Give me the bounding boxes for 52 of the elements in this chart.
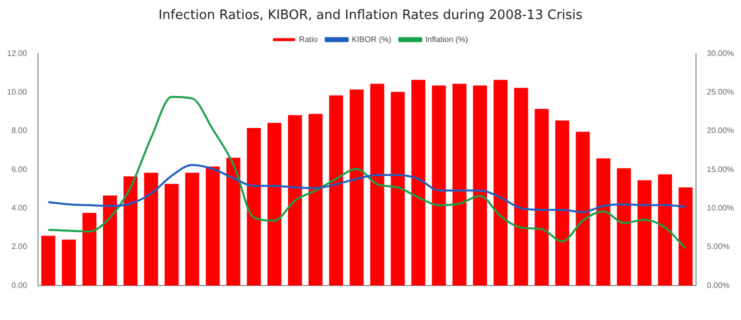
bar [390,92,405,286]
line-series [47,164,687,214]
bar [62,240,76,286]
bar [576,132,590,286]
bar [534,108,549,286]
y-tick-label: 2.00 [11,242,28,252]
bar [288,115,302,286]
y2-tick-label: 0.00% [706,280,730,290]
bar [308,114,323,286]
bar [185,172,200,286]
line-series [47,96,687,250]
y2-tick-label: 30.00% [706,48,734,58]
bar [658,174,672,286]
y2-tick-label: 25.00% [706,87,734,96]
legend-label: Ratio [299,34,318,44]
bar [226,158,240,286]
bar [370,84,384,286]
y2-tick-label: 15.00% [706,164,734,174]
y-tick-label: 6.00 [11,164,28,174]
bar [432,86,446,286]
bar [41,236,56,286]
legend-label: KIBOR (%) [352,34,392,44]
bar [637,180,652,286]
y-tick-label: 4.00 [11,203,28,212]
bar [246,128,261,286]
bar [473,86,487,286]
bar [555,120,570,286]
y-tick-label: 8.00 [11,126,28,136]
bar [82,212,96,286]
bar [329,95,344,286]
bar [102,196,117,286]
bar [616,168,631,286]
bar [452,84,466,286]
bar [144,172,158,286]
y-tick-label: 0.00 [11,280,28,290]
bar [124,176,138,286]
chart-title: Infection Ratios, KIBOR, and Inflation Rates during 2008-13 Crisis [158,8,583,24]
y2-tick-label: 5.00% [706,242,730,252]
y-tick-label: 10.00 [6,87,28,96]
bar [206,166,220,286]
y2-tick-label: 10.00% [706,203,734,212]
bar [596,158,610,286]
bar [411,80,426,286]
bar [678,187,693,286]
bar [350,90,364,286]
y-tick-label: 12.00 [6,48,28,58]
legend-label: Inflation (%) [425,34,468,44]
y2-tick-label: 20.00% [706,126,734,136]
bar [164,184,179,286]
bar [494,80,508,286]
bar [267,122,282,286]
bar [514,88,528,286]
